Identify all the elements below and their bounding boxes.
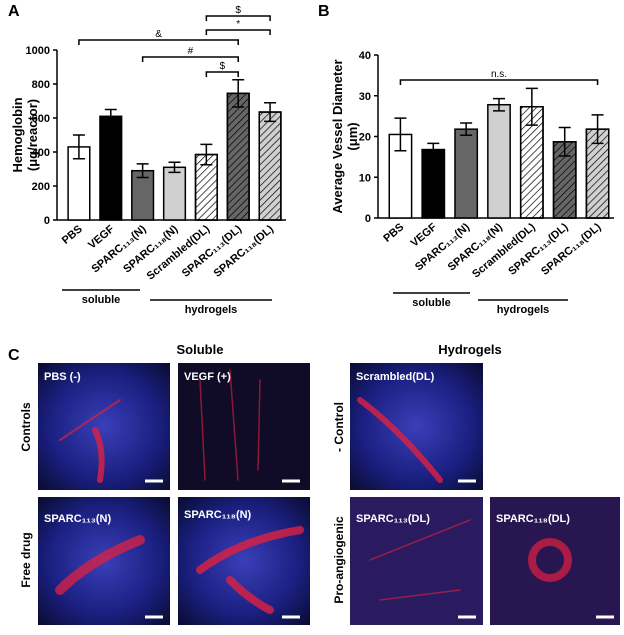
significance-label: n.s. [491,69,507,80]
y-tick-label: 30 [359,91,371,103]
group-label: hydrogels [185,304,238,316]
y-tick-label: 0 [44,215,50,227]
y-axis-label: (μm) [345,122,360,150]
significance-bracket [141,56,239,62]
bar-hatch [226,92,250,221]
bar [421,148,446,219]
error-bar [460,122,473,137]
y-tick-label: 1000 [26,45,50,57]
bar [487,103,511,219]
group-label: soluble [412,297,451,309]
micrograph [490,497,620,625]
error-bar [72,134,85,160]
panel-c-images [38,363,620,625]
vessels [55,369,572,614]
panel-letter: C [8,347,20,364]
error-bar [394,117,407,152]
error-bar [168,161,181,174]
bar [454,128,479,219]
error-bar [558,126,571,157]
significance-bracket [78,39,239,45]
y-tick-label: 600 [32,113,50,125]
error-bar [264,101,277,123]
y-tick-label: 400 [32,147,50,159]
y-tick-label: 0 [365,213,371,225]
image-label: SPARC₁₁₈(N) [184,509,252,521]
significance-bracket [205,71,239,77]
group-label: hydrogels [497,304,550,316]
y-tick-label: 40 [359,50,371,62]
row-label: Free drug [19,532,33,587]
x-tick-label: PBS [60,223,85,247]
y-axis-label: (μg/reactor) [25,99,40,171]
bar [99,115,123,221]
error-bar [525,87,538,126]
error-bar [232,79,245,108]
significance-bracket [205,15,271,21]
bar [162,166,187,221]
image-label: PBS (-) [44,371,81,383]
row-label: Pro-angiogenic [332,516,346,604]
y-tick-label: 200 [32,181,50,193]
significance-label: $ [235,5,241,16]
panel-letter: A [8,3,20,20]
y-axis-label: Hemoglobin [10,97,25,172]
row-label: Controls [19,402,33,452]
row-label: - Control [332,402,346,452]
scale-bars [145,479,614,619]
image-label: Scrambled(DL) [356,371,435,383]
y-axis-label: Average Vessel Diameter [330,59,345,213]
significance-label: # [188,46,194,57]
significance-label: * [236,19,240,30]
image-label: SPARC₁₁₈(DL) [496,513,570,525]
micrograph [350,497,483,625]
error-bar [591,114,604,145]
significance-label: $ [220,61,226,72]
significance-label: & [155,29,162,40]
error-bar [493,97,505,112]
column-heading: Soluble [177,342,224,357]
image-labels: PBS (-) VEGF (+) Scrambled(DL) SPARC₁₁₃(… [44,371,570,525]
image-label: VEGF (+) [184,371,231,383]
x-tick-label: SPARC₁₁₈(DL) [539,221,604,278]
image-label: SPARC₁₁₃(DL) [356,513,430,525]
error-bar [136,163,149,179]
group-label: soluble [82,294,121,306]
micrograph [350,363,483,490]
panel-letter: B [318,3,330,20]
image-label: SPARC₁₁₃(N) [44,513,111,525]
x-tick-label: PBS [381,221,406,245]
y-tick-label: 20 [359,132,371,144]
bar-hatch [258,111,282,221]
micrograph [178,497,310,625]
error-bar [200,143,213,166]
column-heading: Hydrogels [438,342,502,357]
significance-bracket [205,29,271,35]
y-tick-label: 800 [32,79,50,91]
error-bar [104,108,117,124]
error-bar [427,142,440,157]
y-tick-label: 10 [359,172,371,184]
significance-bracket [399,79,599,85]
